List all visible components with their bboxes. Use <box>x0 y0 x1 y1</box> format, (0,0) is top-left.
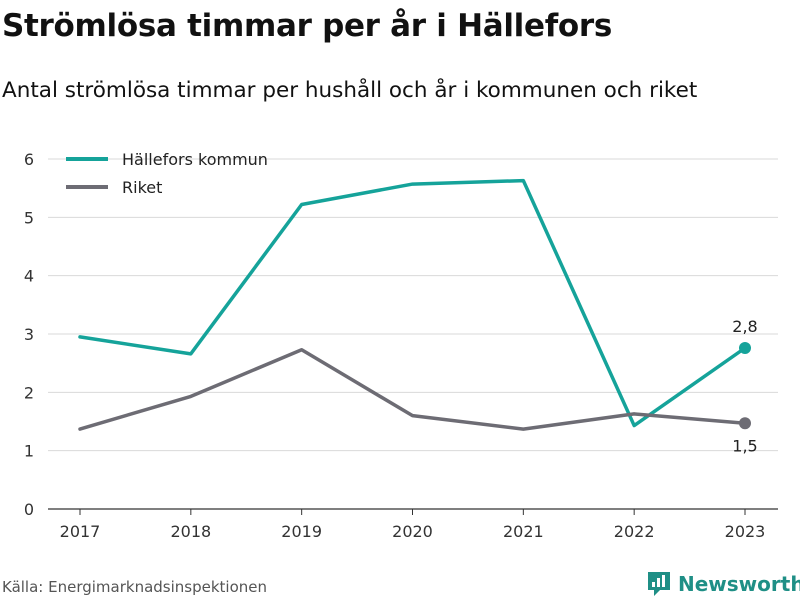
series-end-marker <box>739 342 751 354</box>
data-label: 1,5 <box>732 436 757 455</box>
x-tick-label: 2018 <box>170 522 211 541</box>
source-note: Källa: Energimarknadsinspektionen <box>2 578 268 596</box>
y-tick-label: 2 <box>24 383 34 402</box>
x-tick-label: 2017 <box>60 522 101 541</box>
line-chart: 0 1 2 3 4 5 6 2017 2018 2019 2020 2021 2022 2023 2,8 1,… <box>24 150 778 541</box>
x-tick-label: 2022 <box>614 522 655 541</box>
bar-chart-logo-icon <box>648 572 670 596</box>
series-line <box>78 178 747 428</box>
data-label: 2,8 <box>732 317 757 336</box>
y-tick-label: 4 <box>24 267 34 286</box>
series-end-marker <box>739 417 751 430</box>
chart-subtitle: Antal strömlösa timmar per hushåll och å… <box>2 78 698 103</box>
y-tick-label: 5 <box>24 208 34 227</box>
x-tick-label: 2021 <box>503 522 544 541</box>
chart-title: Strömlösa timmar per år i Hällefors <box>2 8 613 44</box>
x-tick-label: 2023 <box>725 522 766 541</box>
y-tick-label: 1 <box>24 442 34 461</box>
y-tick-label: 3 <box>24 325 34 344</box>
legend-label: Hällefors kommun <box>122 150 268 169</box>
series-line <box>78 348 747 431</box>
brand-logo: Newsworthy <box>646 570 800 598</box>
x-tick-label: 2019 <box>281 522 322 541</box>
legend-label: Riket <box>122 178 162 197</box>
y-tick-label: 6 <box>24 150 34 169</box>
y-tick-label: 0 <box>24 500 34 519</box>
brand-name: Newsworthy <box>678 572 800 596</box>
x-tick-label: 2020 <box>392 522 433 541</box>
